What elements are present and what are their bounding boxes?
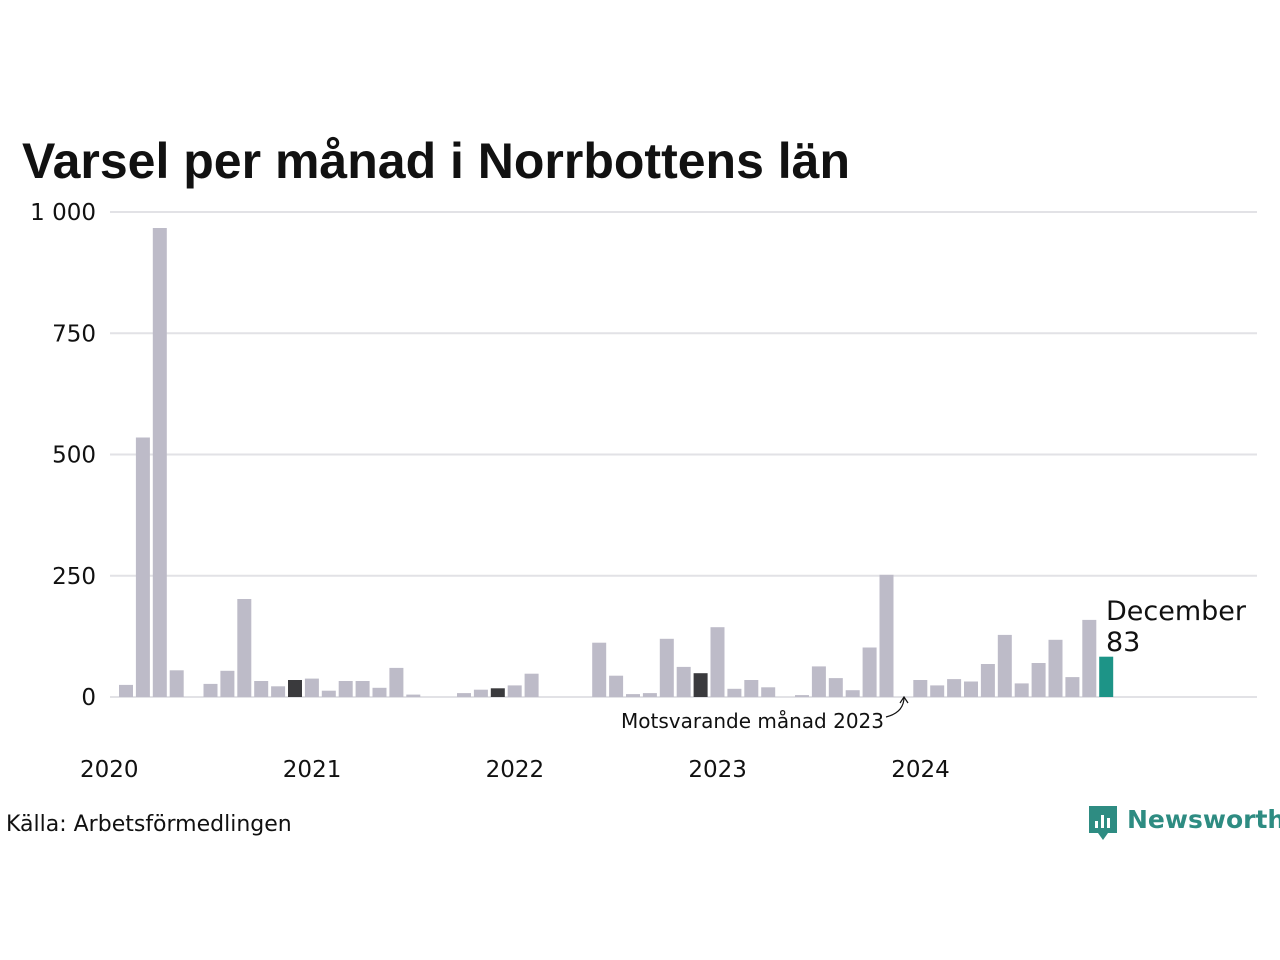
x-tick-label: 2021 <box>283 757 342 783</box>
bar <box>524 673 539 697</box>
x-tick-label: 2020 <box>80 757 139 783</box>
bar <box>304 678 319 697</box>
bar <box>828 678 843 697</box>
x-tick-label: 2023 <box>688 757 747 783</box>
y-axis: 0 250 500 750 1 000 <box>30 200 96 711</box>
bar <box>609 675 624 697</box>
bar <box>1048 639 1063 697</box>
bar <box>237 599 252 697</box>
bar <box>744 680 759 697</box>
bar <box>119 684 133 697</box>
bar <box>507 685 522 697</box>
bar <box>1014 683 1029 697</box>
bar <box>980 664 995 697</box>
bar <box>288 680 302 697</box>
bar <box>338 681 353 697</box>
chart-title: Varsel per månad i Norrbottens län <box>22 133 850 189</box>
bar <box>997 634 1012 697</box>
y-tick-label: 250 <box>52 564 96 590</box>
y-tick-label: 1 000 <box>30 200 96 226</box>
bar <box>135 437 150 697</box>
bar <box>879 574 894 697</box>
bar <box>271 686 286 697</box>
bar <box>490 688 505 697</box>
bar <box>862 647 877 697</box>
current-month-label: December <box>1106 596 1247 627</box>
bar <box>372 687 387 697</box>
bar <box>457 693 471 697</box>
x-tick-label: 2024 <box>891 757 950 783</box>
y-tick-label: 500 <box>52 443 96 469</box>
bar <box>473 689 488 697</box>
bar-current <box>1099 656 1114 697</box>
bar <box>795 695 809 697</box>
bar <box>1065 677 1080 697</box>
bar <box>1031 663 1046 697</box>
bar <box>845 690 860 697</box>
annotation-arrowhead <box>899 695 909 704</box>
annotation-label: Motsvarande månad 2023 <box>621 709 884 733</box>
bar <box>169 670 184 697</box>
bar <box>254 681 269 697</box>
bar <box>626 694 640 697</box>
bars <box>119 228 1114 697</box>
x-axis: 2020 2021 2022 2023 2024 <box>80 757 950 783</box>
bar <box>930 685 945 697</box>
bar <box>406 694 421 697</box>
bar <box>947 679 962 697</box>
bar <box>321 690 336 697</box>
bar <box>710 627 725 697</box>
bar <box>592 642 607 697</box>
bar <box>659 638 674 697</box>
y-tick-label: 0 <box>81 685 96 711</box>
bar <box>964 681 978 697</box>
bar <box>727 688 742 697</box>
bar <box>693 673 708 697</box>
newsworthy-logo-icon <box>1089 806 1117 840</box>
bar <box>642 693 657 697</box>
x-tick-label: 2022 <box>486 757 545 783</box>
source-note: Källa: Arbetsförmedlingen <box>6 812 292 837</box>
current-month-value: 83 <box>1106 627 1140 658</box>
bar <box>389 667 404 697</box>
annotation-arrow <box>885 696 905 718</box>
bar <box>676 666 691 697</box>
bar <box>355 681 370 697</box>
y-tick-label: 750 <box>52 321 96 347</box>
bar <box>220 670 235 697</box>
bar <box>1082 619 1097 697</box>
bar <box>203 683 218 697</box>
bar <box>811 666 826 697</box>
bar <box>913 680 928 697</box>
bar <box>152 228 167 697</box>
bar <box>761 687 776 697</box>
brand-name: Newsworthy <box>1127 805 1280 834</box>
